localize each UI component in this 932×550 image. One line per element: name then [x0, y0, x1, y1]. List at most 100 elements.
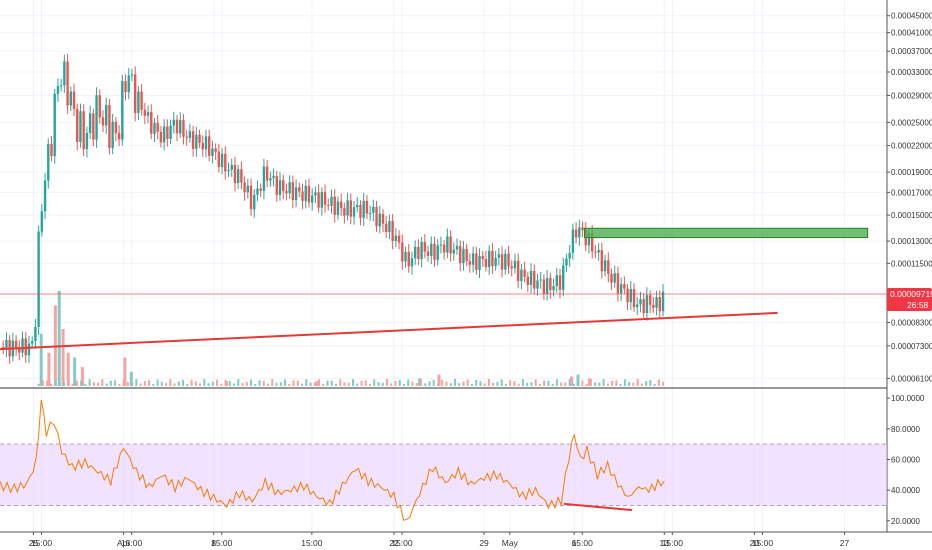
candle-body — [230, 164, 233, 170]
candle-body — [224, 153, 227, 172]
price-tick-label: 0.00041000 — [891, 29, 932, 38]
volume-bar — [543, 380, 546, 386]
candle-body — [452, 249, 455, 254]
volume-bar — [322, 383, 325, 386]
candle-body — [169, 125, 172, 139]
candle-body — [323, 192, 327, 205]
volume-bar — [560, 382, 563, 386]
candle-body — [27, 343, 31, 356]
volume-bar — [360, 380, 363, 386]
price-pane[interactable] — [0, 0, 887, 532]
volume-bar — [615, 380, 618, 386]
time-tick-label: Apr — [117, 538, 130, 548]
candle-body — [294, 187, 298, 201]
candle-body — [108, 104, 111, 148]
candle-body — [574, 229, 578, 238]
candle-body — [179, 120, 182, 134]
time-tick-label: 15:00 — [121, 538, 143, 548]
candle-body — [47, 144, 50, 181]
candle-body — [462, 248, 465, 264]
volume-bar — [381, 382, 384, 386]
candle-body — [513, 260, 517, 269]
candle-body — [459, 245, 462, 264]
volume-bar — [228, 381, 231, 386]
volume-bar — [487, 379, 490, 386]
volume-bar — [628, 382, 631, 386]
candle-body — [420, 241, 423, 260]
volume-bar — [572, 383, 575, 386]
time-tick-label: 15:00 — [662, 538, 684, 548]
volume-bar — [105, 383, 108, 386]
volume-bar — [407, 379, 410, 386]
support-trend-line[interactable] — [0, 311, 778, 351]
candle-body — [121, 81, 124, 140]
volume-bar — [343, 382, 346, 386]
candle-body — [233, 164, 237, 184]
volume-bar — [577, 380, 580, 386]
volume-bar — [598, 382, 601, 386]
volume-bar — [466, 379, 469, 386]
resistance-zone[interactable] — [583, 227, 869, 239]
candle-body — [211, 148, 214, 156]
time-tick-label: 15:00 — [752, 538, 774, 548]
price-tick-label: 0.00007300 — [891, 342, 932, 351]
volume-bar — [475, 379, 478, 386]
volume-bar — [585, 383, 588, 386]
time-tick-label: 27 — [840, 538, 850, 548]
price-tick-label: 0.00017000 — [891, 188, 932, 197]
candle-body — [185, 136, 188, 138]
volume-bar — [640, 383, 643, 386]
candle-body — [249, 185, 253, 210]
candle-body — [301, 191, 304, 201]
rsi-axis[interactable]: 100.0000 80.0000 60.0000 40.0000 20.0000 — [887, 394, 925, 526]
volume-bar — [199, 383, 202, 386]
candle-body — [381, 213, 385, 224]
candle-body — [153, 122, 156, 134]
volume-bar — [92, 382, 95, 386]
price-tick-label: 0.00037000 — [891, 47, 932, 56]
candle-body — [658, 297, 661, 312]
candle-body — [114, 121, 118, 133]
volume-bar — [203, 379, 206, 386]
candle-body — [507, 253, 510, 267]
candle-body — [372, 206, 375, 213]
volume-bar — [432, 379, 435, 386]
candle-body — [520, 269, 523, 281]
volume-bar — [250, 379, 253, 386]
time-tick-label: 20 — [750, 538, 760, 548]
candle-body — [253, 194, 256, 210]
price-axis[interactable]: 0.00045000 0.00041000 0.00037000 0.00033000… — [887, 12, 932, 384]
candle-body — [349, 200, 353, 217]
candle-body — [533, 270, 536, 289]
candle-body — [21, 338, 24, 353]
volume-bar — [139, 383, 142, 386]
candle-body — [198, 134, 201, 143]
candle-body — [124, 81, 127, 93]
candle-body — [304, 185, 307, 201]
volume-bar — [50, 383, 53, 386]
volume-bar — [513, 380, 516, 386]
candle-body — [79, 111, 82, 142]
candle-body — [143, 109, 147, 116]
volume-bar — [165, 383, 168, 386]
candle-body — [536, 280, 539, 289]
candle-body — [63, 61, 66, 86]
time-tick-label: May — [502, 538, 519, 548]
volume-bar — [169, 379, 172, 386]
volume-bar — [118, 383, 121, 386]
candle-body — [76, 108, 79, 142]
rsi-divergence-line[interactable] — [563, 502, 633, 512]
candle-body — [146, 112, 150, 116]
volume-bar — [47, 352, 51, 386]
volume-bar — [101, 379, 104, 386]
time-tick-label: 6 — [572, 538, 577, 548]
candle-body — [37, 231, 40, 327]
price-tick-label: 0.00022000 — [891, 142, 932, 151]
candle-body — [423, 241, 427, 252]
volume-bar — [271, 379, 274, 386]
rsi-pane[interactable]: 100.0000 80.0000 60.0000 40.0000 20.0000 — [0, 394, 925, 526]
candle-body — [516, 260, 520, 281]
candle-body — [632, 288, 636, 308]
